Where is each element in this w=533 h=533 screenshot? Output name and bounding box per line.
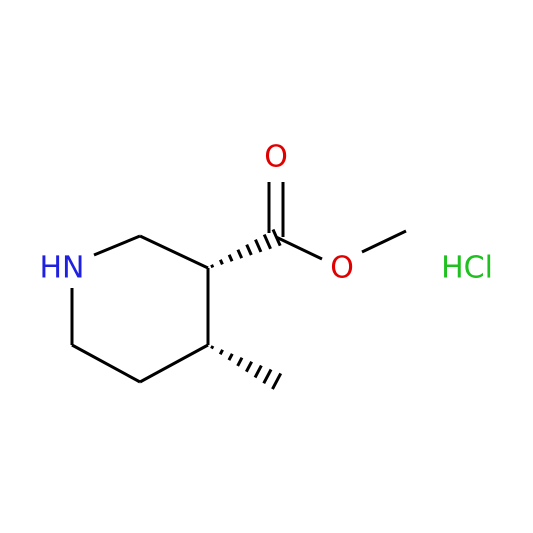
atom-label: O bbox=[264, 140, 288, 175]
hash bbox=[271, 228, 282, 247]
hash bbox=[210, 345, 215, 350]
hash bbox=[262, 368, 273, 384]
salt-label: HCl bbox=[441, 251, 493, 286]
bond bbox=[139, 234, 209, 270]
bond bbox=[93, 234, 141, 257]
hash bbox=[210, 264, 215, 269]
bonds bbox=[70, 182, 407, 384]
hash bbox=[236, 249, 244, 259]
hash bbox=[236, 357, 244, 367]
hashed-wedges bbox=[210, 228, 283, 390]
atom-label: HN bbox=[40, 251, 85, 286]
hash bbox=[271, 372, 283, 390]
hash bbox=[254, 239, 263, 253]
bond bbox=[139, 343, 209, 384]
hash bbox=[227, 254, 234, 262]
hash bbox=[219, 259, 224, 265]
atom-label: O bbox=[330, 251, 354, 286]
bond bbox=[275, 235, 323, 261]
hash bbox=[227, 353, 234, 361]
hash bbox=[245, 360, 253, 373]
hash bbox=[245, 244, 253, 256]
hash bbox=[262, 233, 272, 250]
hash bbox=[218, 349, 224, 356]
bond bbox=[71, 343, 141, 384]
hash bbox=[253, 364, 263, 379]
bond bbox=[361, 229, 407, 254]
